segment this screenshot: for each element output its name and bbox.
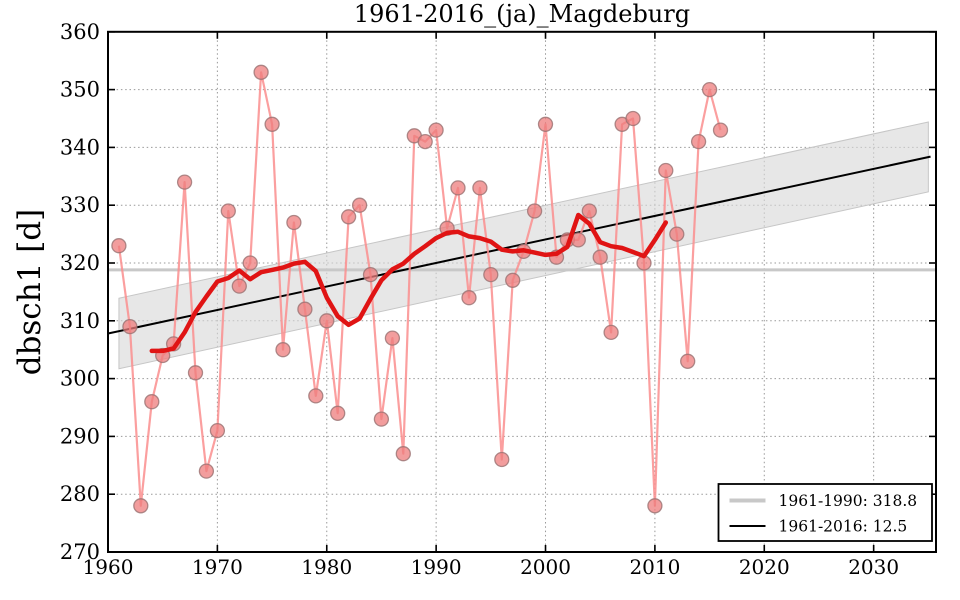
annual-data-point: [647, 498, 663, 514]
plot-border: [107, 30, 937, 554]
annual-data-point: [603, 324, 619, 341]
annual-data-point: [373, 411, 390, 427]
trend-line: [107, 155, 931, 335]
x-tick-label: 2010: [629, 555, 680, 579]
y-tick-label: 320: [60, 251, 100, 275]
annual-data-point: [450, 180, 466, 196]
annual-data-point: [537, 116, 554, 132]
annual-data-point: [242, 255, 258, 271]
y-tick-label: 330: [60, 193, 100, 217]
annual-data-point: [428, 122, 444, 138]
annual-data-point: [209, 422, 226, 439]
y-tick-label: 270: [60, 540, 100, 564]
annual-data-point: [690, 133, 707, 150]
annual-data-point: [384, 330, 401, 346]
annual-data-point: [494, 451, 510, 468]
y-tick-label: 350: [60, 78, 100, 102]
smoothed-series: [149, 212, 669, 354]
axis-tick-labels: 1960 1970 1980 1990 2000 2010 2020 2030 270 280 29…: [60, 20, 899, 579]
y-tick-label: 290: [60, 424, 100, 448]
x-tick-label: 2020: [739, 555, 790, 579]
annual-data-point: [351, 197, 368, 213]
annual-data-point: [122, 318, 138, 335]
y-tick-label: 300: [60, 367, 100, 391]
x-tick-label: 2030: [848, 555, 899, 579]
annual-data-point: [680, 353, 696, 369]
annual-data-point: [669, 226, 685, 242]
legend-label: 1961-1990: 318.8: [779, 492, 918, 510]
annual-data-point: [330, 405, 346, 421]
annual-data-point: [187, 365, 204, 381]
x-tick-label: 1980: [301, 555, 352, 579]
x-tick-label: 1970: [192, 555, 243, 579]
legend-label: 1961-2016: 12.5: [779, 518, 908, 536]
annual-data-point: [231, 278, 247, 294]
annual-data-point: [483, 266, 499, 283]
x-tick-label: 1990: [411, 555, 462, 579]
annual-data-point: [111, 238, 127, 254]
annual-data-point: [264, 116, 280, 132]
annual-data-point: [701, 81, 718, 98]
annual-data-point: [133, 498, 149, 514]
annual-data-point: [362, 266, 379, 283]
y-tick-label: 280: [60, 482, 100, 506]
annual-data-point: [275, 342, 291, 358]
axis-ticks: [107, 30, 936, 553]
annual-data-point: [417, 133, 433, 150]
annual-data-point: [253, 64, 269, 80]
smoothed-series-line: [149, 212, 669, 354]
y-axis-label: dbsch1 [d]: [12, 209, 48, 376]
chart-title: 1961-2016_(ja)_Magdeburg: [354, 0, 690, 28]
y-tick-label: 360: [60, 20, 100, 44]
annual-data-point: [308, 388, 324, 404]
x-tick-label: 2000: [520, 555, 571, 579]
legend: 1961-1990: 318.8 1961-2016: 12.5: [717, 483, 933, 542]
annual-data-point: [592, 249, 608, 265]
annual-data-point: [144, 394, 160, 410]
annual-data-point: [712, 122, 729, 138]
y-tick-label: 340: [60, 135, 100, 159]
annual-data-point: [505, 272, 521, 288]
annual-data-point: [220, 203, 236, 219]
annual-data-point: [526, 203, 543, 219]
annual-data-point: [395, 446, 411, 462]
axes-frame: [107, 30, 937, 554]
annual-data-point: [198, 463, 215, 479]
legend-box: [717, 483, 933, 542]
annual-data-point: [340, 209, 357, 225]
annual-data-point: [581, 203, 597, 219]
annual-data-point: [319, 313, 335, 329]
annual-data-point: [472, 180, 488, 196]
annual-data-point: [658, 162, 674, 179]
annual-data-point: [286, 214, 302, 231]
annual-data-point: [297, 301, 313, 317]
x-tick-label: 1960: [83, 555, 134, 579]
annual-data-point: [461, 290, 477, 306]
annual-data-point: [176, 174, 193, 190]
y-tick-label: 310: [60, 309, 100, 333]
trend-line-group: [107, 155, 931, 335]
annual-series: [111, 64, 729, 514]
annual-data-point: [625, 110, 641, 127]
